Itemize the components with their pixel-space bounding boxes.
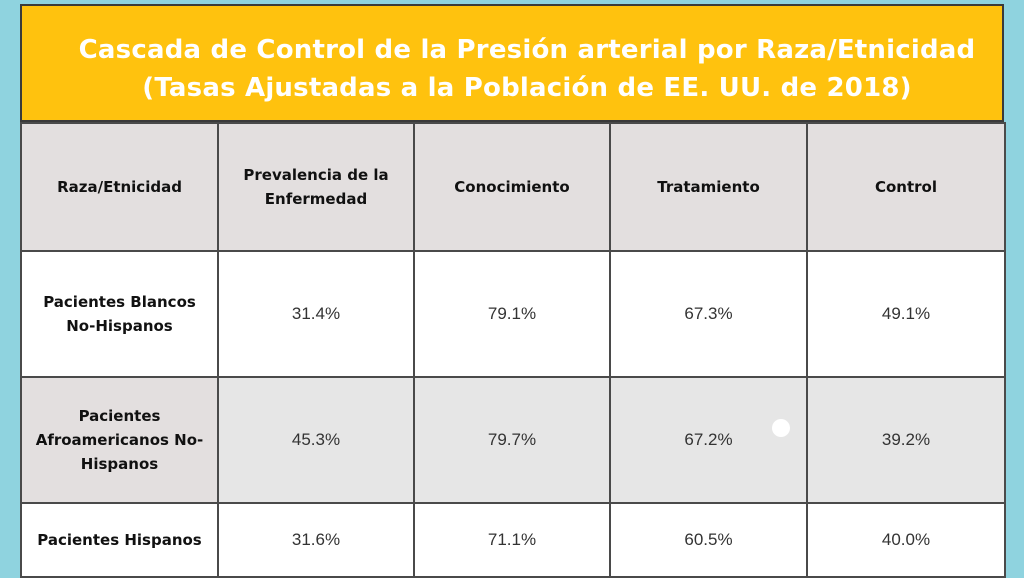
bp-cascade-table: Raza/Etnicidad Prevalencia de la Enferme… [20, 122, 1006, 578]
tratamiento-cell: 60.5% [609, 502, 808, 578]
table-row: Pacientes Blancos No-Hispanos 31.4% 79.1… [20, 250, 1006, 378]
table-header-row: Raza/Etnicidad Prevalencia de la Enferme… [20, 122, 1006, 252]
slide-frame: Cascada de Control de la Presión arteria… [20, 4, 1006, 578]
tratamiento-cell: 67.3% [609, 250, 808, 378]
title-line-2: (Tasas Ajustadas a la Población de EE. U… [142, 73, 912, 103]
conocimiento-cell: 79.7% [413, 376, 611, 504]
control-cell: 49.1% [806, 250, 1006, 378]
header-raza-etnicidad: Raza/Etnicidad [20, 122, 219, 252]
row-label: Pacientes Blancos No-Hispanos [20, 250, 219, 378]
row-label: Pacientes Hispanos [20, 502, 219, 578]
title-line-1: Cascada de Control de la Presión arteria… [78, 35, 976, 65]
conocimiento-cell: 71.1% [413, 502, 611, 578]
table-row: Pacientes Afroamericanos No-Hispanos 45.… [20, 376, 1006, 504]
tratamiento-cell: 67.2% [609, 376, 808, 504]
prevalencia-cell: 31.6% [217, 502, 415, 578]
header-control: Control [806, 122, 1006, 252]
table-row: Pacientes Hispanos 31.6% 71.1% 60.5% 40.… [20, 502, 1006, 578]
title-banner: Cascada de Control de la Presión arteria… [20, 4, 1004, 122]
conocimiento-cell: 79.1% [413, 250, 611, 378]
control-cell: 39.2% [806, 376, 1006, 504]
cursor-dot [772, 419, 790, 437]
prevalencia-cell: 31.4% [217, 250, 415, 378]
row-label: Pacientes Afroamericanos No-Hispanos [20, 376, 219, 504]
prevalencia-cell: 45.3% [217, 376, 415, 504]
header-conocimiento: Conocimiento [413, 122, 611, 252]
header-prevalencia: Prevalencia de la Enfermedad [217, 122, 415, 252]
header-tratamiento: Tratamiento [609, 122, 808, 252]
control-cell: 40.0% [806, 502, 1006, 578]
